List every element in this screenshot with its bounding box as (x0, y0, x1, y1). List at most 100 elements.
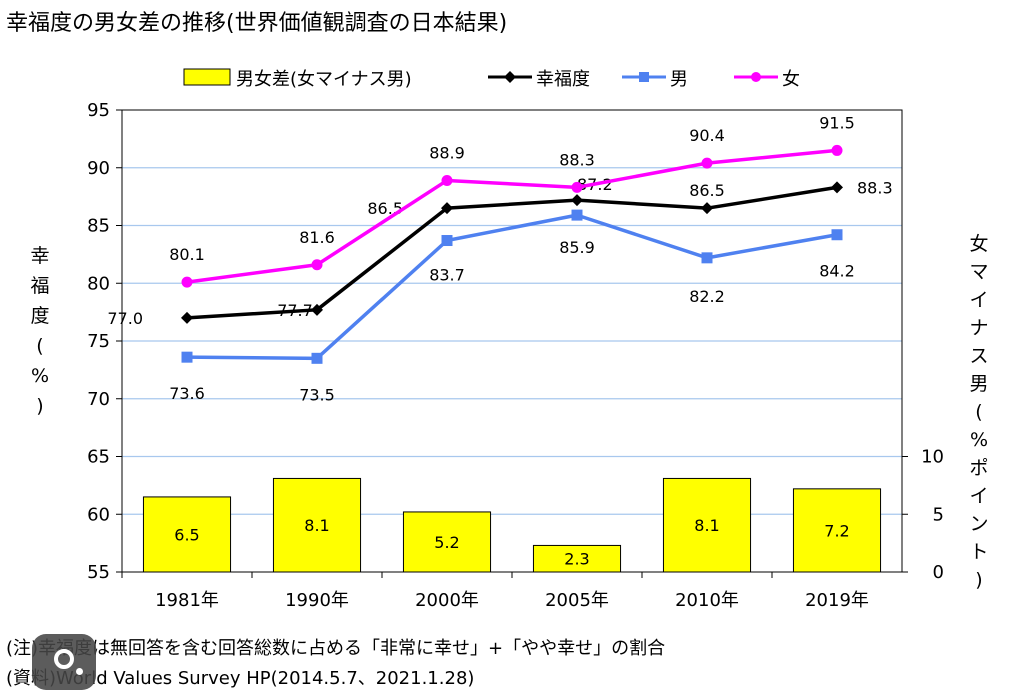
series-data-label: 90.4 (689, 126, 725, 145)
bar (532, 544, 622, 573)
legend-marker-happiness (504, 71, 516, 83)
legend: 男女差(女マイナス男) 幸福度 男 女 (183, 68, 800, 90)
series-data-label: 82.2 (689, 287, 725, 306)
bar (142, 496, 232, 573)
series-point (701, 157, 713, 169)
series-data-label: 91.5 (819, 113, 855, 132)
series-data-label: 88.9 (429, 143, 465, 162)
gridlines (122, 167, 902, 515)
series-data-label: 83.7 (429, 266, 465, 285)
series-data-label: 81.6 (299, 228, 335, 247)
axis-label-char: 度 (30, 305, 49, 327)
series-point (181, 276, 193, 288)
series-point (701, 252, 713, 264)
lens-dot-icon (76, 668, 83, 675)
series-point (571, 194, 583, 207)
axis-label-char: 幸 (30, 245, 49, 267)
axis-label-char: ) (36, 395, 43, 417)
axis-label-char: ( (36, 335, 43, 357)
y-right-tick-label: 5 (933, 504, 944, 525)
y-axis-left-label: 幸福度 (%) (30, 245, 49, 417)
chart-title: 幸福度の男女差の推移(世界価値観調査の日本結果) (6, 11, 507, 36)
x-tick-label: 1990年 (285, 590, 349, 611)
x-axis: 1981年 1990年 2000年 2005年 2010年 2019年 (121, 572, 869, 611)
axis-label-char: 男 (969, 373, 988, 395)
series-point (831, 229, 843, 241)
line-series: 77.0 77.786.587.2 86.5 88.373.6 73.583.785.9… (107, 113, 892, 404)
series-point (571, 181, 583, 193)
axis-label-char: イ (969, 485, 988, 507)
y-right-tick-label: 10 (921, 447, 944, 468)
series-point (441, 174, 453, 186)
footnote-note: (注)幸福度は無回答を含む回答総数に占める「非常に幸せ」+「やや幸せ」の割合 (6, 638, 665, 659)
x-tick-label: 1981年 (155, 590, 219, 611)
series-data-label: 86.5 (689, 181, 725, 200)
series-point (441, 235, 453, 247)
axis-label-char: ス (969, 345, 988, 367)
y-right-tick-label: 0 (933, 562, 944, 583)
axis-label-char: % (31, 365, 49, 387)
series-data-label: 88.3 (857, 178, 893, 197)
series-point (831, 144, 843, 156)
axis-label-char: マ (969, 261, 988, 283)
series-data-label: 77.7 (277, 301, 313, 320)
legend-swatch-bars (183, 68, 231, 86)
series-line-0 (186, 185, 838, 320)
bar (272, 477, 362, 573)
axis-label-char: ) (975, 569, 982, 591)
series-point (181, 351, 193, 363)
series-data-label: 80.1 (169, 245, 205, 264)
legend-label-happiness: 幸福度 (536, 69, 590, 90)
y-left-tick-label: 60 (87, 504, 110, 525)
y-axis-left: 55 60 65 70 75 80 85 90 95 (87, 100, 122, 583)
x-tick-label: 2010年 (675, 590, 739, 611)
bar-data-label: 2.3 (564, 550, 589, 569)
axis-label-char: ト (969, 541, 988, 563)
axis-label-char: 福 (30, 275, 49, 297)
image-search-badge[interactable] (32, 634, 96, 690)
y-axis-right: 0 5 10 (902, 447, 944, 583)
series-data-label: 84.2 (819, 262, 855, 281)
legend-label-male: 男 (670, 69, 688, 90)
footnote-source: (資料)World Values Survey HP(2014.5.7、2021… (6, 668, 474, 689)
y-left-tick-label: 80 (87, 273, 110, 294)
axis-label-char: ン (969, 513, 988, 535)
y-left-tick-label: 85 (87, 216, 110, 237)
bar-data-label: 8.1 (304, 516, 329, 535)
x-tick-label: 2000年 (415, 590, 479, 611)
y-left-tick-label: 65 (87, 447, 110, 468)
series-point (311, 259, 323, 271)
bar-data-label: 6.5 (174, 525, 199, 544)
bar (662, 477, 752, 573)
axis-label-char: イ (969, 289, 988, 311)
legend-marker-female (751, 72, 761, 82)
series-line-2 (186, 148, 838, 284)
series-data-label: 73.5 (299, 385, 335, 404)
series-point (831, 181, 843, 194)
y-left-tick-label: 95 (87, 100, 110, 121)
y-left-tick-label: 70 (87, 389, 110, 410)
series-point (311, 303, 323, 316)
axis-label-char: ポ (969, 457, 988, 479)
x-tick-label: 2005年 (545, 590, 609, 611)
y-left-tick-label: 90 (87, 158, 110, 179)
bar-data-label: 8.1 (694, 516, 719, 535)
axis-label-char: ( (975, 401, 982, 423)
axis-label-char: % (970, 429, 988, 451)
series-point (441, 202, 453, 215)
bar-series: 6.5 8.1 5.2 2.3 8.1 7.2 (142, 477, 882, 573)
series-data-label: 88.3 (559, 150, 595, 169)
legend-marker-male (639, 72, 649, 82)
series-point (311, 352, 323, 364)
bar-data-label: 7.2 (824, 521, 849, 540)
series-point (571, 209, 583, 221)
series-data-label: 85.9 (559, 238, 595, 257)
series-point (181, 311, 193, 324)
axis-label-char: 女 (969, 233, 988, 255)
legend-label-female: 女 (782, 69, 800, 90)
axis-label-char: ナ (969, 317, 988, 339)
series-data-label: 77.0 (107, 309, 143, 328)
y-left-tick-label: 55 (87, 562, 110, 583)
